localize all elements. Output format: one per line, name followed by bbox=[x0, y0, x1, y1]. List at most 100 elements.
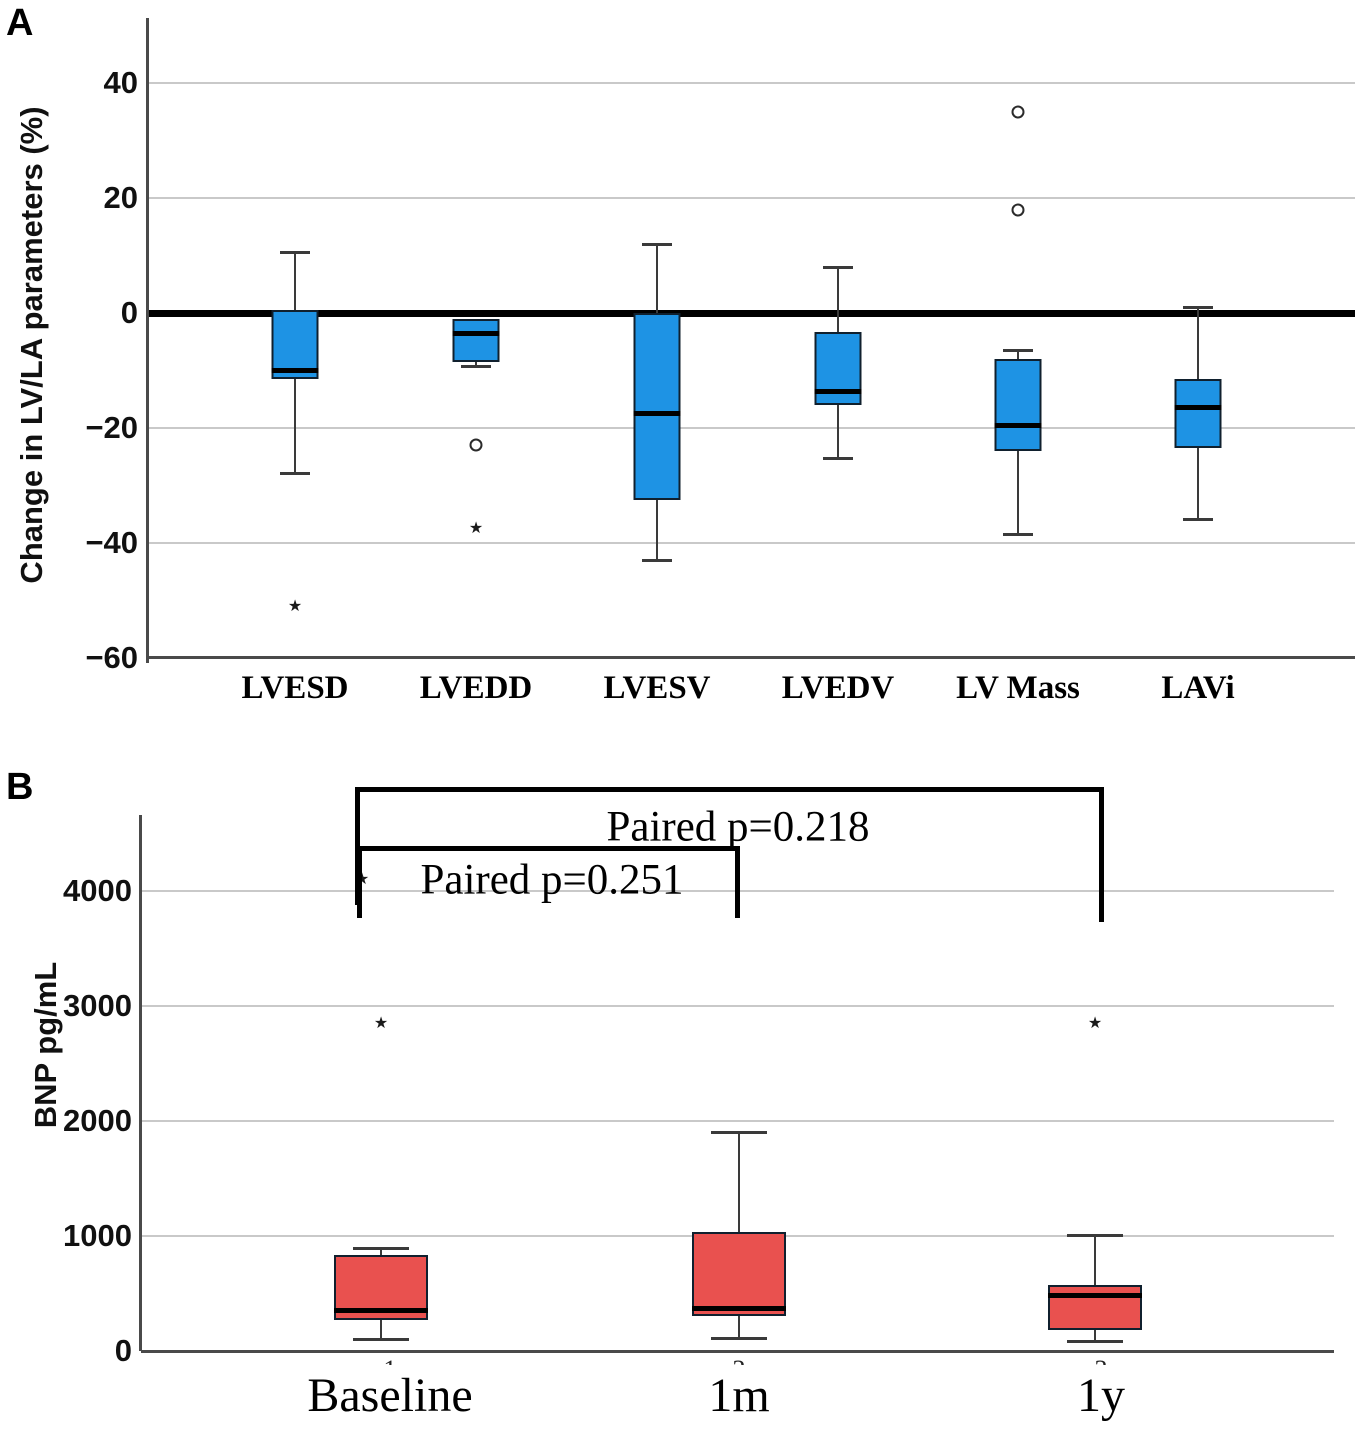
upper-whisker-cap bbox=[1183, 305, 1213, 309]
bracket-right-leg bbox=[1099, 787, 1104, 922]
upper-whisker bbox=[1094, 1235, 1096, 1286]
category-label: LVEDV bbox=[781, 670, 895, 706]
box-iqr bbox=[633, 313, 681, 500]
zero-reference-line bbox=[148, 309, 1355, 317]
upper-whisker bbox=[837, 267, 839, 332]
gridline bbox=[148, 197, 1355, 200]
median-line bbox=[633, 411, 681, 417]
paired-p-value-label: Paired p=0.251 bbox=[420, 856, 684, 904]
y-tick-label: 1000 bbox=[63, 1217, 132, 1253]
outlier-circle bbox=[1011, 203, 1025, 217]
upper-whisker-cap bbox=[823, 265, 853, 269]
lower-whisker bbox=[294, 379, 296, 474]
x-axis-line bbox=[141, 1349, 1334, 1353]
outlier-circle bbox=[469, 438, 483, 452]
box-iqr bbox=[1174, 379, 1222, 448]
box-iqr bbox=[692, 1232, 786, 1317]
y-tick-label: 0 bbox=[114, 1333, 132, 1368]
lower-whisker-cap bbox=[1003, 532, 1033, 536]
upper-whisker bbox=[380, 1248, 382, 1256]
x-axis-line bbox=[148, 656, 1355, 660]
outlier-star: ★ bbox=[1087, 1012, 1103, 1032]
y-tick-label: 4000 bbox=[63, 872, 132, 908]
category-tick-number: 2 bbox=[733, 1356, 746, 1365]
panel-b-letter: B bbox=[6, 766, 34, 808]
upper-whisker-cap bbox=[1067, 1234, 1123, 1238]
category-label: LV Mass bbox=[956, 670, 1080, 706]
bracket-bar bbox=[355, 787, 1104, 792]
y-axis-line bbox=[139, 815, 142, 1351]
category-tick-number: 3 bbox=[1095, 1356, 1108, 1365]
y-tick-label: 0 bbox=[120, 295, 138, 330]
outlier-circle bbox=[1011, 105, 1025, 119]
gridline bbox=[148, 82, 1355, 85]
median-line bbox=[452, 330, 500, 336]
lower-whisker bbox=[837, 404, 839, 459]
lower-whisker bbox=[656, 499, 658, 561]
upper-whisker bbox=[1017, 350, 1019, 359]
median-line bbox=[1174, 405, 1222, 411]
category-label: LVESD bbox=[241, 670, 349, 706]
upper-whisker-cap bbox=[353, 1247, 409, 1251]
upper-whisker bbox=[294, 252, 296, 311]
bracket-right-leg bbox=[735, 846, 740, 918]
y-tick-label: 20 bbox=[103, 180, 138, 216]
upper-whisker bbox=[656, 244, 658, 313]
upper-whisker-cap bbox=[642, 242, 672, 246]
panel-a-letter: A bbox=[6, 2, 34, 44]
category-label: 1m bbox=[708, 1369, 770, 1422]
median-line bbox=[814, 389, 862, 395]
upper-whisker-cap bbox=[280, 251, 310, 255]
box-iqr bbox=[452, 318, 500, 362]
outlier-star: ★ bbox=[468, 518, 484, 538]
lower-whisker-cap bbox=[280, 472, 310, 476]
lower-whisker bbox=[1094, 1329, 1096, 1342]
median-line bbox=[334, 1308, 428, 1314]
median-line bbox=[994, 422, 1042, 428]
gridline bbox=[141, 1004, 1334, 1007]
category-label: 1y bbox=[1077, 1369, 1125, 1422]
box-iqr bbox=[994, 358, 1042, 451]
upper-whisker-cap bbox=[711, 1130, 767, 1134]
category-label: Baseline bbox=[307, 1369, 473, 1422]
box-iqr bbox=[271, 310, 319, 380]
category-label: LVESV bbox=[603, 670, 711, 706]
category-label: LAVi bbox=[1161, 670, 1235, 706]
y-tick-label: 40 bbox=[103, 65, 138, 101]
lower-whisker-cap bbox=[642, 558, 672, 562]
bracket-bar bbox=[357, 846, 740, 851]
lower-whisker bbox=[1197, 448, 1199, 520]
lower-whisker bbox=[475, 361, 477, 367]
panel-a-y-axis-title: Change in LV/LA parameters (%) bbox=[14, 106, 49, 584]
outlier-star: ★ bbox=[287, 595, 303, 615]
gridline bbox=[141, 1119, 1334, 1122]
y-axis-line bbox=[146, 18, 149, 663]
lower-whisker-cap bbox=[1067, 1340, 1123, 1344]
category-label: LVEDD bbox=[419, 670, 533, 706]
upper-whisker bbox=[738, 1132, 740, 1233]
y-tick-label: 3000 bbox=[63, 987, 132, 1023]
y-tick-label: 2000 bbox=[63, 1102, 132, 1138]
upper-whisker bbox=[1197, 307, 1199, 380]
median-line bbox=[692, 1305, 786, 1311]
lower-whisker bbox=[738, 1316, 740, 1339]
y-tick-label: −40 bbox=[85, 524, 138, 560]
y-tick-label: −60 bbox=[85, 639, 138, 675]
box-iqr bbox=[1048, 1285, 1142, 1330]
outlier-star: ★ bbox=[373, 1012, 389, 1032]
lower-whisker-cap bbox=[353, 1337, 409, 1341]
y-tick-label: −20 bbox=[85, 409, 138, 445]
lower-whisker-cap bbox=[711, 1336, 767, 1340]
lower-whisker-cap bbox=[461, 364, 491, 368]
gridline bbox=[148, 541, 1355, 544]
lower-whisker bbox=[380, 1319, 382, 1340]
median-line bbox=[271, 367, 319, 373]
lower-whisker-cap bbox=[823, 456, 853, 460]
median-line bbox=[1048, 1293, 1142, 1299]
lower-whisker-cap bbox=[1183, 518, 1213, 522]
bracket-left-leg bbox=[357, 846, 362, 918]
lower-whisker bbox=[1017, 450, 1019, 535]
upper-whisker-cap bbox=[1003, 348, 1033, 352]
gridline bbox=[148, 426, 1355, 429]
